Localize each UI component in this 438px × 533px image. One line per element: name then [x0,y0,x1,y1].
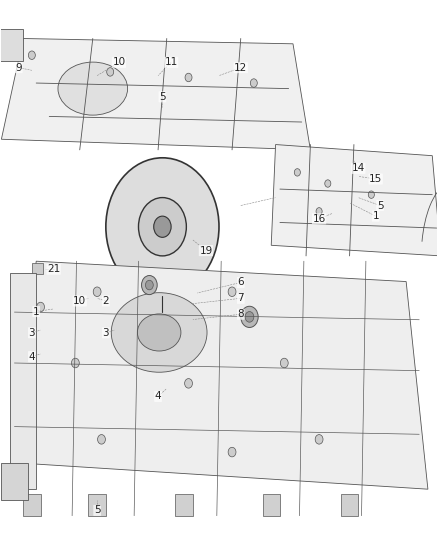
Text: 9: 9 [15,63,22,72]
Text: 11: 11 [165,58,178,67]
Ellipse shape [58,62,127,115]
Circle shape [154,216,171,237]
Circle shape [107,68,114,76]
Text: 6: 6 [237,277,244,287]
Circle shape [93,287,101,296]
Text: 10: 10 [73,296,86,306]
Circle shape [141,276,157,295]
Circle shape [106,158,219,296]
Circle shape [245,312,254,322]
Text: 21: 21 [47,264,60,274]
Text: 5: 5 [377,200,383,211]
Bar [88,495,106,516]
Circle shape [28,51,35,60]
Text: 5: 5 [159,92,166,102]
Bar [23,495,41,516]
Text: 7: 7 [237,293,244,303]
Circle shape [241,306,258,327]
Text: 4: 4 [155,391,161,401]
Circle shape [145,280,153,290]
Text: 2: 2 [102,296,109,306]
Ellipse shape [138,314,181,351]
Text: 15: 15 [369,174,382,184]
Circle shape [251,79,257,87]
Circle shape [185,73,192,82]
FancyBboxPatch shape [32,263,43,274]
Circle shape [228,447,236,457]
Text: 5: 5 [94,505,100,515]
FancyBboxPatch shape [0,29,23,61]
Circle shape [98,434,106,444]
Circle shape [368,191,374,198]
Text: 4: 4 [28,352,35,361]
Text: 10: 10 [112,58,125,67]
Circle shape [325,180,331,187]
Bar [262,495,280,516]
Text: 3: 3 [28,328,35,338]
Circle shape [315,434,323,444]
Circle shape [185,378,192,388]
Text: 19: 19 [199,246,212,256]
Ellipse shape [111,293,207,372]
Circle shape [294,168,300,176]
FancyBboxPatch shape [1,463,28,500]
Circle shape [280,358,288,368]
Circle shape [71,358,79,368]
Text: 8: 8 [237,309,244,319]
FancyBboxPatch shape [10,273,36,489]
Text: 12: 12 [234,63,247,72]
Text: 1: 1 [33,306,39,317]
Text: 3: 3 [102,328,109,338]
Polygon shape [1,38,311,150]
Circle shape [37,302,45,312]
Circle shape [138,198,186,256]
Polygon shape [14,261,428,489]
Text: 16: 16 [312,214,326,224]
Circle shape [228,287,236,296]
Bar [341,495,358,516]
Bar [176,495,193,516]
Text: 14: 14 [352,164,365,173]
Polygon shape [271,144,438,256]
Circle shape [316,208,322,215]
Text: 1: 1 [372,211,379,221]
